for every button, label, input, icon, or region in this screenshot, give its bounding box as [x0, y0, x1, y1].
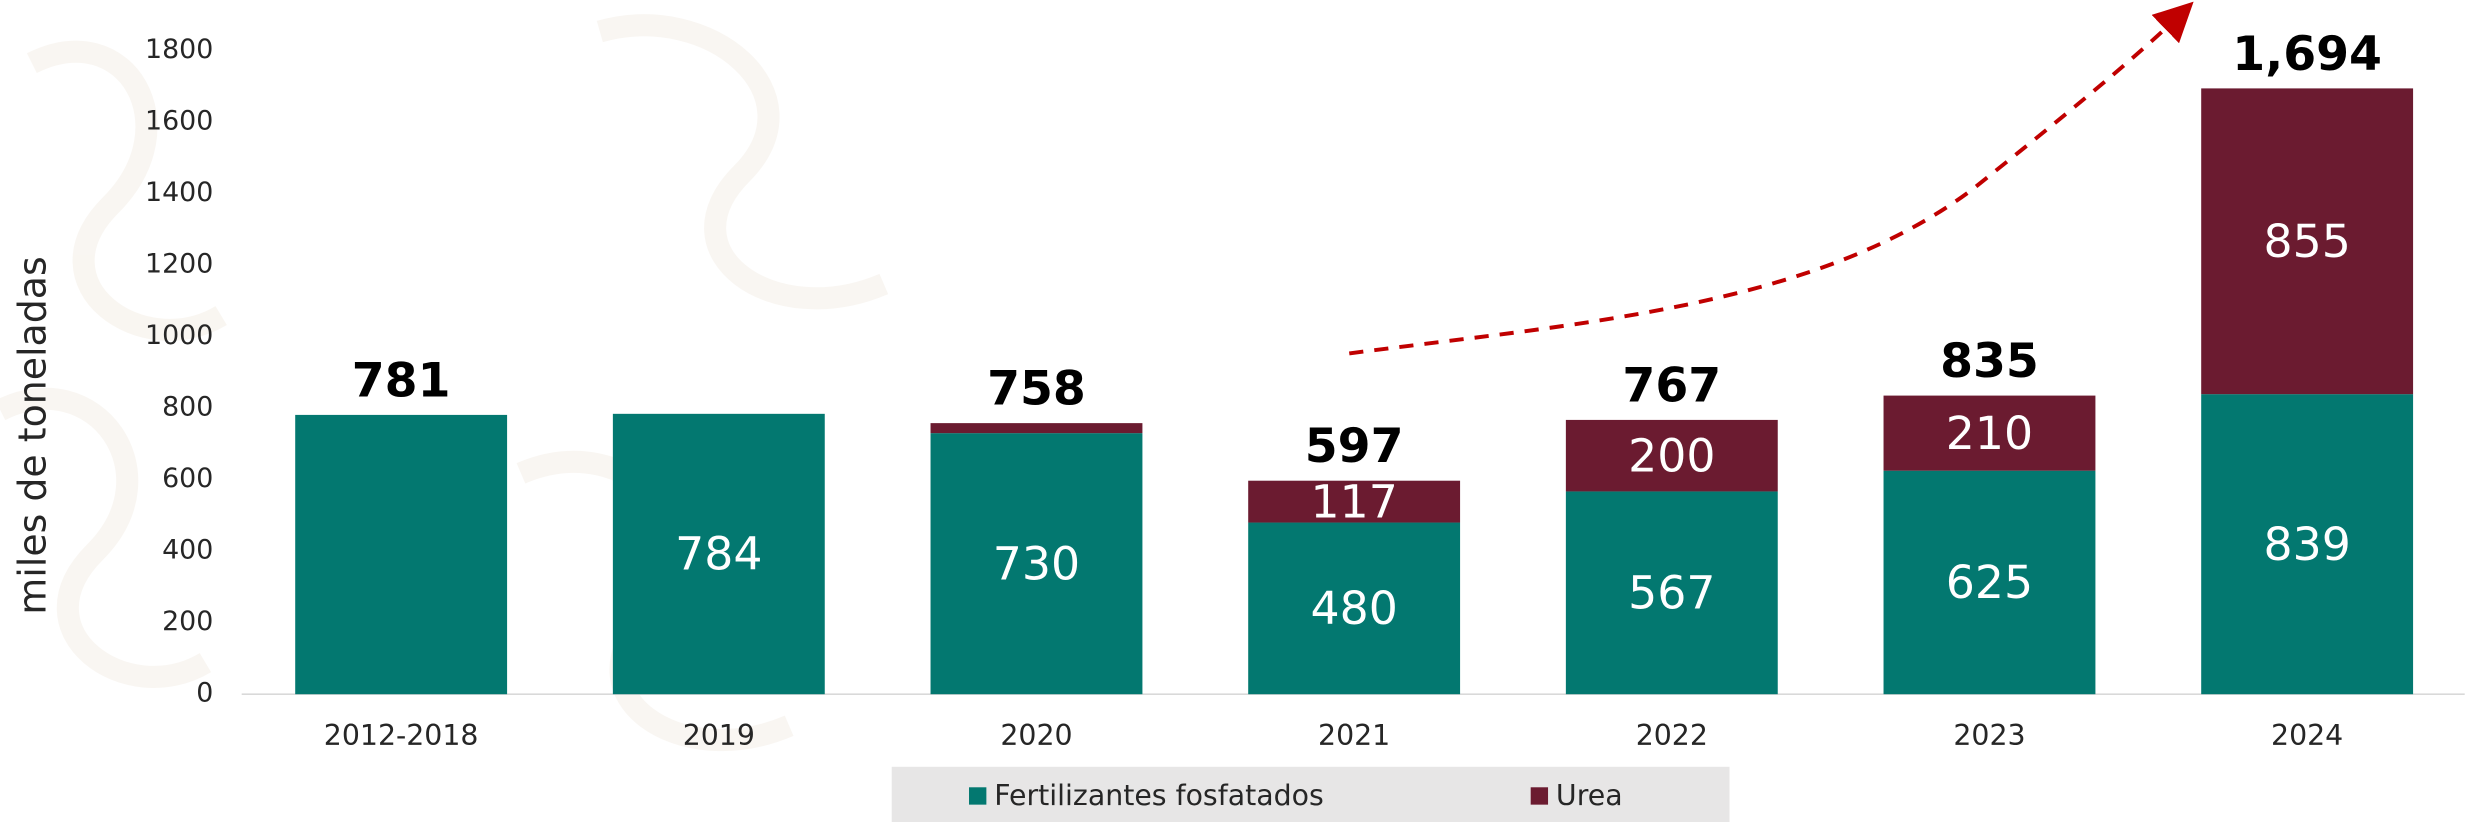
y-tick-label: 600	[162, 463, 213, 494]
y-tick-label: 1000	[145, 320, 213, 351]
bar-value-label: 200	[1628, 429, 1715, 482]
x-tick-label: 2012-2018	[324, 719, 479, 752]
legend-label: Urea	[1556, 779, 1623, 812]
bar-segment	[931, 423, 1143, 433]
y-tick-label: 1600	[145, 106, 213, 137]
x-tick-label: 2024	[2271, 719, 2343, 752]
total-label: 767	[1622, 358, 1721, 413]
y-axis-title: miles de toneladas	[10, 256, 54, 614]
bar-value-label: 839	[2263, 518, 2350, 571]
total-label: 597	[1305, 419, 1404, 474]
bar-segment	[295, 415, 507, 694]
x-tick-label: 2020	[1000, 719, 1072, 752]
y-tick-label: 1400	[145, 177, 213, 208]
x-tick-label: 2023	[1953, 719, 2025, 752]
y-tick-label: 1200	[145, 249, 213, 280]
y-tick-label: 800	[162, 392, 213, 423]
total-label: 1,694	[2232, 27, 2382, 82]
legend-swatch	[969, 787, 986, 804]
bar-value-label: 730	[993, 537, 1080, 590]
bar-value-label: 210	[1946, 407, 2033, 460]
y-tick-label: 0	[196, 678, 213, 709]
chart: miles de toneladas 0 200 400 600 800 1000 1200…	[0, 0, 2465, 822]
bar-value-label: 625	[1946, 556, 2033, 609]
y-tick-label: 400	[162, 535, 213, 566]
bar-value-label: 855	[2263, 215, 2350, 268]
bar-value-label: 480	[1310, 582, 1397, 635]
legend-swatch	[1531, 787, 1548, 804]
legend-label: Fertilizantes fosfatados	[994, 779, 1324, 812]
x-tick-label: 2022	[1636, 719, 1708, 752]
bar-value-label: 567	[1628, 566, 1715, 619]
x-tick-label: 2019	[683, 719, 755, 752]
total-label: 781	[352, 353, 451, 408]
y-tick-label: 1800	[145, 34, 213, 65]
bar-value-label: 784	[675, 528, 762, 581]
y-tick-label: 200	[162, 606, 213, 637]
total-label: 758	[987, 362, 1086, 417]
bar-value-label: 117	[1310, 475, 1397, 528]
x-tick-label: 2021	[1318, 719, 1390, 752]
total-label: 835	[1940, 334, 2039, 389]
